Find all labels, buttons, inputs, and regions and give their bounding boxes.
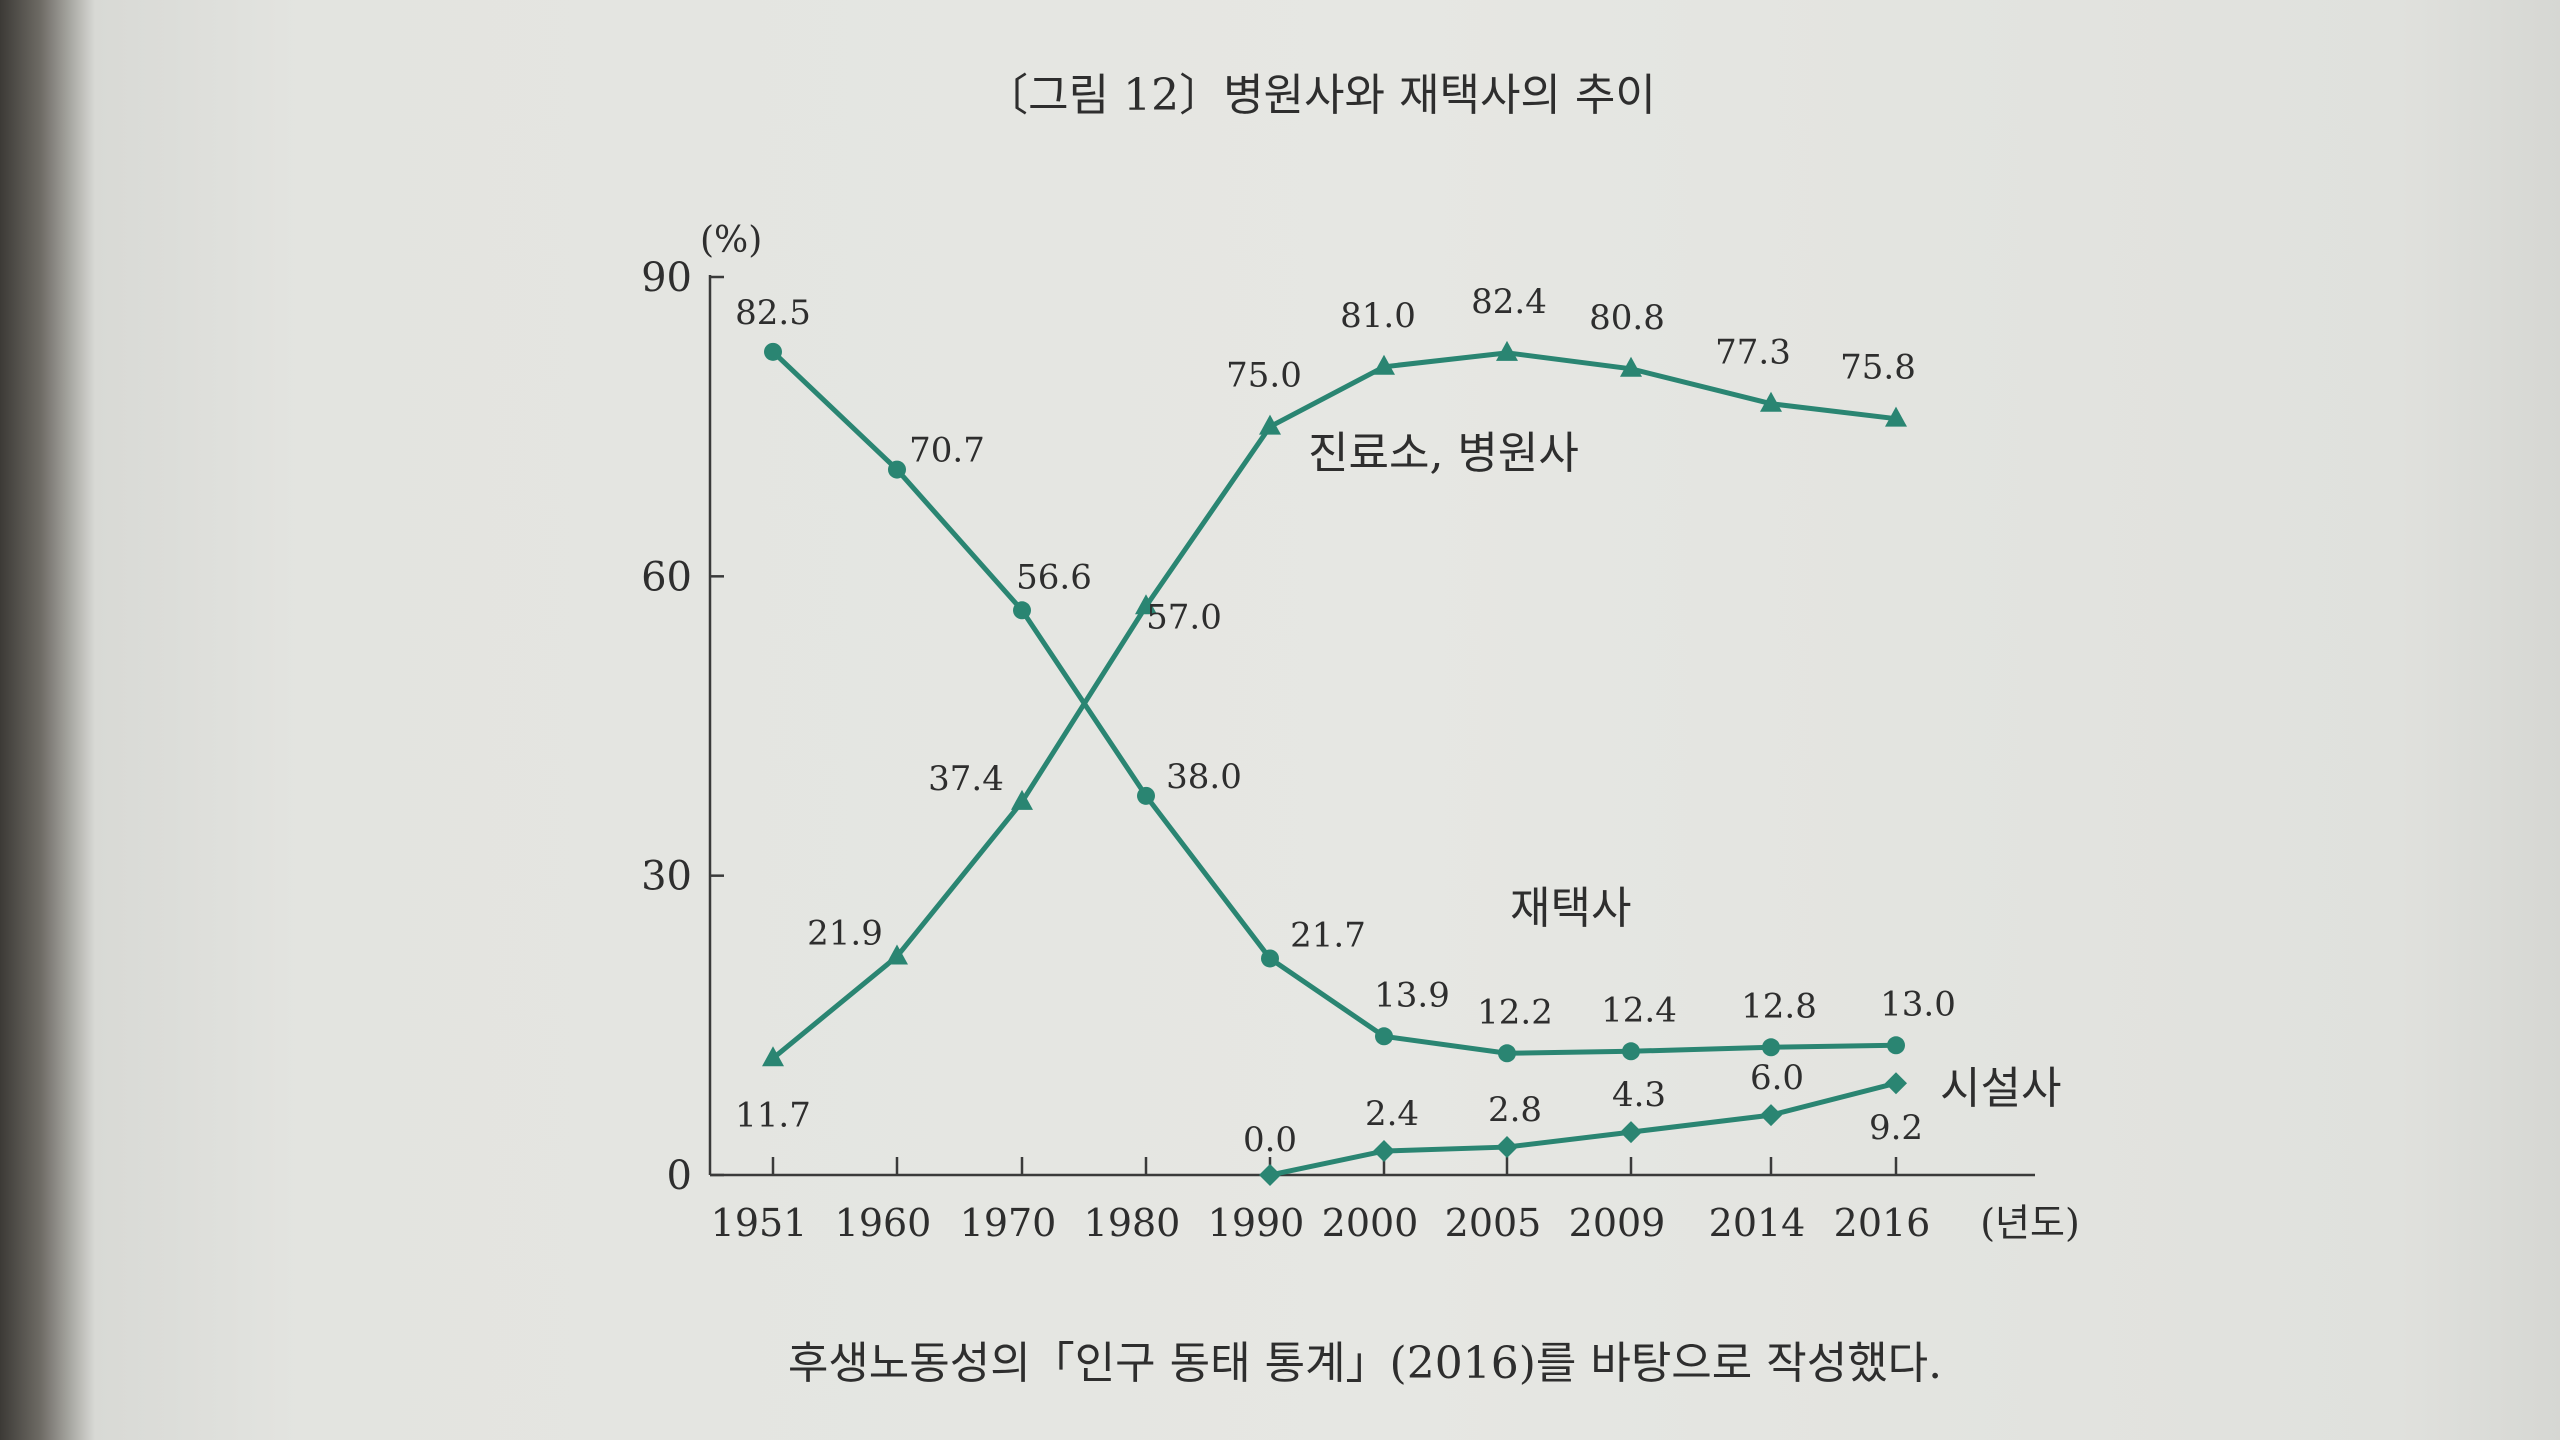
data-point-circle <box>1261 949 1279 968</box>
data-label: 13.0 <box>1880 984 1956 1024</box>
data-point-triangle <box>762 1046 784 1067</box>
data-label: 38.0 <box>1166 757 1242 797</box>
data-label: 82.5 <box>735 293 811 333</box>
data-label: 9.2 <box>1869 1108 1923 1148</box>
x-tick-label: 1970 <box>960 1201 1057 1245</box>
series-line <box>771 350 1897 1056</box>
data-label: 11.7 <box>735 1095 811 1135</box>
series-name-label: 시설사 <box>1940 1063 2061 1114</box>
data-point-diamond <box>1496 1136 1518 1159</box>
data-point-diamond <box>1259 1164 1281 1186</box>
data-point-triangle <box>1373 354 1395 375</box>
data-label: 21.7 <box>1290 915 1366 955</box>
data-point-triangle <box>1011 789 1033 810</box>
data-point-triangle <box>1496 340 1518 361</box>
x-tick-label: 2005 <box>1445 1201 1542 1245</box>
series-name-label: 진료소, 병원사 <box>1308 428 1579 479</box>
data-point-circle <box>1887 1036 1905 1055</box>
x-axis-label: (년도) <box>1980 1201 2080 1245</box>
data-label: 12.4 <box>1601 990 1677 1030</box>
data-label: 13.9 <box>1374 975 1450 1015</box>
x-tick-label: 1980 <box>1084 1201 1181 1245</box>
y-tick-label: 0 <box>667 1153 692 1199</box>
data-label: 12.8 <box>1741 986 1817 1026</box>
series-2 <box>764 342 1905 1063</box>
data-point-circle <box>1375 1027 1393 1046</box>
data-label: 70.7 <box>909 431 985 471</box>
figure-caption: 후생노동성의「인구 동태 통계」(2016)를 바탕으로 작성했다. <box>788 1338 1942 1389</box>
x-tick-label: 2016 <box>1834 1201 1931 1245</box>
data-point-triangle <box>886 944 908 965</box>
data-point-diamond <box>1620 1121 1642 1144</box>
series-3 <box>1259 1072 1907 1186</box>
data-point-circle <box>1622 1042 1640 1061</box>
figure-title: 〔그림 12〕병원사와 재택사의 추이 <box>984 70 1656 121</box>
x-tick-label: 1951 <box>711 1201 808 1245</box>
y-tick-label: 90 <box>641 255 692 301</box>
data-point-diamond <box>1760 1104 1782 1127</box>
data-label: 37.4 <box>928 759 1004 799</box>
data-point-circle <box>1137 786 1155 805</box>
data-label: 0.0 <box>1243 1120 1297 1160</box>
data-label: 6.0 <box>1750 1058 1804 1098</box>
series-name-label: 재택사 <box>1510 883 1631 934</box>
data-point-circle <box>764 342 782 361</box>
data-label: 75.0 <box>1226 356 1302 396</box>
x-tick-label: 2000 <box>1322 1201 1419 1245</box>
x-tick-label: 2009 <box>1569 1201 1666 1245</box>
data-label: 12.2 <box>1477 992 1553 1032</box>
data-point-triangle <box>1259 414 1281 435</box>
data-label: 2.4 <box>1365 1094 1419 1134</box>
y-tick-label: 30 <box>641 854 692 900</box>
data-point-diamond <box>1373 1140 1395 1163</box>
data-point-circle <box>888 460 906 479</box>
data-label: 2.8 <box>1488 1090 1542 1130</box>
y-tick-label: 60 <box>641 554 692 600</box>
x-tick-label: 2014 <box>1709 1201 1806 1245</box>
data-point-circle <box>1013 601 1031 620</box>
data-label: 81.0 <box>1340 296 1416 336</box>
data-label: 80.8 <box>1589 298 1665 338</box>
data-point-triangle <box>1885 406 1907 427</box>
data-label: 56.6 <box>1016 557 1092 597</box>
data-point-diamond <box>1885 1072 1907 1095</box>
data-label: 4.3 <box>1612 1075 1666 1115</box>
data-point-triangle <box>1135 594 1157 615</box>
data-label: 57.0 <box>1146 597 1222 637</box>
data-label: 21.9 <box>807 913 883 953</box>
series-line <box>1269 1080 1897 1178</box>
series-1 <box>762 340 1907 1067</box>
data-point-circle <box>1762 1038 1780 1057</box>
x-tick-label: 1990 <box>1208 1201 1305 1245</box>
series-line <box>771 350 1897 1061</box>
data-label: 77.3 <box>1715 333 1791 373</box>
data-point-triangle <box>1620 356 1642 377</box>
data-label: 82.4 <box>1471 282 1547 322</box>
data-label: 75.8 <box>1840 348 1916 388</box>
data-point-triangle <box>1760 391 1782 412</box>
x-tick-label: 1960 <box>835 1201 932 1245</box>
data-point-circle <box>1498 1044 1516 1063</box>
y-axis-label: (%) <box>700 220 762 261</box>
